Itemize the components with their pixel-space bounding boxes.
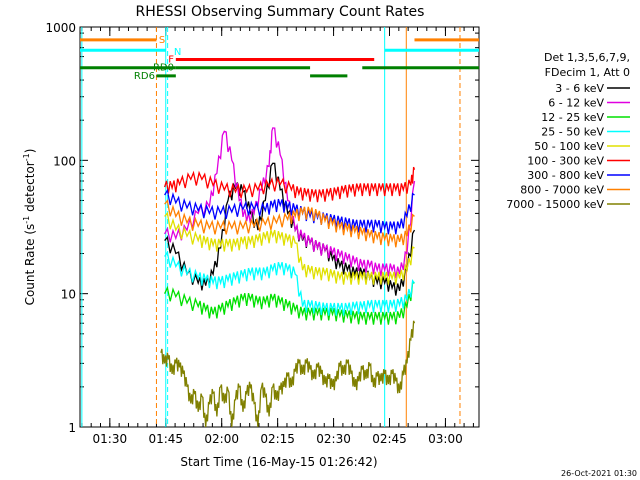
x-tick-label: 02:00 [204,432,239,446]
state-label-RD6: RD6 [134,71,155,82]
legend-label-0: 3 - 6 keV [555,82,604,95]
y-tick-label: 1000 [45,21,76,35]
legend-label-1: 6 - 12 keV [548,97,604,110]
y-tick-label: 10 [61,288,76,302]
series-line-7 [164,199,415,248]
svg-text:Count Rate (s-1 detector-1): Count Rate (s-1 detector-1) [22,149,37,306]
series-line-3 [164,250,416,316]
series-line-6 [164,188,415,235]
x-tick-label: 02:45 [372,432,407,446]
x-tick-label: 02:30 [316,432,351,446]
legend-label-8: 7000 - 15000 keV [506,198,604,211]
series-line-5 [163,166,416,203]
x-tick-label: 01:45 [148,432,183,446]
chart-title: RHESSI Observing Summary Count Rates [136,4,425,20]
plot-area: 1 10 100 1000 01:30 01:45 02:00 02:15 02:30 02:45… [45,21,480,446]
footer-timestamp: 26-Oct-2021 01:30 [561,469,637,478]
legend-label-4: 50 - 100 keV [534,140,604,153]
state-label-F: F [168,55,174,66]
series-line-4 [164,211,415,285]
x-axis-label: Start Time (16-May-15 01:26:42) [180,455,377,469]
legend-label-5: 100 - 300 keV [527,155,604,168]
legend-label-7: 800 - 7000 keV [520,184,604,197]
series-line-1 [164,127,416,279]
legend-header-line-2: FDecim 1, Att 0 [545,66,630,79]
state-label-N: N [174,47,181,58]
y-tick-label: 100 [53,154,76,168]
series-line-8 [160,320,416,428]
legend-header-line-1: Det 1,3,5,6,7,9, [544,51,630,64]
y-tick-label: 1 [68,421,76,435]
legend-label-3: 25 - 50 keV [541,126,604,139]
state-label-S: S [159,35,165,46]
x-tick-label: 02:15 [260,432,295,446]
series-line-2 [164,281,415,325]
y-axis-label: Count Rate (s-1 detector-1) [22,149,37,306]
state-label-RD0: RD0 [153,63,174,74]
legend-label-6: 300 - 800 keV [527,169,604,182]
plot-frame [79,26,480,428]
x-tick-label: 01:30 [93,432,128,446]
x-tick-label: 03:00 [428,432,463,446]
legend-label-2: 12 - 25 keV [541,111,604,124]
